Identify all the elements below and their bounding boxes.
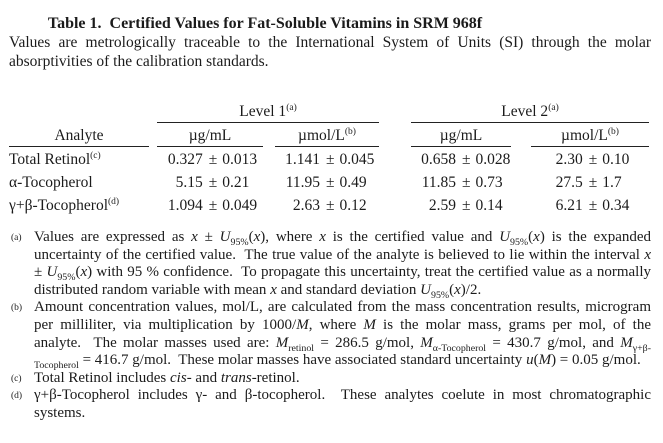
plus-minus: ± [588, 197, 598, 214]
value-cell: 2.30 ±0.10 [555, 151, 630, 168]
spacer [149, 170, 157, 193]
footnote-b-text: Amount concentration values, mol/L, are … [34, 299, 651, 372]
plus-minus: ± [462, 174, 471, 191]
plus-minus: ± [326, 197, 335, 214]
analyte-cell: α-Tocopherol [9, 174, 93, 191]
plus-minus: ± [208, 151, 218, 168]
table-row-alpha-tocopherol: α-Tocopherol 5.15 ±0.21 11.95 ±0.49 11.85 ±… [9, 170, 649, 193]
footnotes-section: (a) Values are expressed as x ± U95%(x),… [9, 229, 651, 423]
footnote-marker-d: (d) [11, 391, 23, 402]
plus-minus: ± [208, 197, 218, 214]
plus-minus: ± [588, 151, 598, 168]
value-cell: 11.85 ±0.73 [421, 174, 503, 191]
unit-header-row: Analyte µg/mL µmol/L(b) µg/mL µmol/L(b) [9, 122, 649, 147]
spacer [379, 147, 411, 171]
value-cell: 2.63 ±0.12 [292, 197, 367, 214]
spacer [511, 123, 531, 147]
footnote-ref-b: (b) [607, 126, 619, 137]
empty-cell [9, 99, 149, 123]
group-label: Level 1 [239, 103, 287, 120]
plus-minus: ± [208, 174, 218, 191]
footnote-b: (b) Amount concentration values, mol/L, … [9, 299, 651, 372]
footnote-ref-d: (d) [108, 196, 120, 207]
spacer [263, 193, 275, 216]
group-header-row: Level 1(a) Level 2(a) [9, 99, 649, 123]
value-cell: 1.094 ±0.049 [167, 197, 258, 214]
analyte-cell: γ+β-Tocopherol(d) [9, 196, 120, 214]
footnote-d: (d) γ+β-Tocopherol includes γ- and β-toc… [9, 387, 651, 422]
spacer [149, 123, 157, 147]
footnote-c-text: Total Retinol includes cis- and trans-re… [34, 369, 300, 386]
footnote-a: (a) Values are expressed as x ± U95%(x),… [9, 229, 652, 301]
plus-minus: ± [326, 151, 335, 168]
certified-values-table: Level 1(a) Level 2(a) Analyte µg/mL µmol… [9, 99, 649, 216]
spacer [149, 193, 157, 216]
footnote-ref-a: (a) [286, 102, 297, 113]
footnote-marker-a: (a) [11, 233, 22, 243]
group-label: Level 2 [501, 103, 549, 120]
spacer [379, 123, 411, 147]
footnote-c: (c) Total Retinol includes cis- and tran… [9, 370, 651, 388]
plus-minus: ± [462, 197, 471, 214]
table-row-gamma-beta-tocopherol: γ+β-Tocopherol(d) 1.094 ±0.049 2.63 ±0.12 … [9, 193, 649, 216]
intro-text: Values are metrologically traceable to t… [9, 34, 651, 70]
footnote-a-text: Values are expressed as x ± U95%(x), whe… [34, 229, 652, 301]
spacer [149, 147, 157, 171]
spacer [149, 99, 157, 123]
value-cell: 11.95 ±0.49 [285, 174, 367, 191]
level-2-group-header: Level 2(a) [411, 99, 649, 123]
plus-minus: ± [326, 174, 335, 191]
footnote-ref-a: (a) [548, 102, 559, 113]
value-cell: 1.141 ±0.045 [285, 151, 375, 168]
analyte-cell: Total Retinol(c) [9, 150, 101, 168]
table-title: Table 1. Certified Values for Fat-Solubl… [47, 15, 483, 32]
spacer [379, 170, 411, 193]
footnote-marker-b: (b) [11, 303, 23, 314]
plus-minus: ± [588, 174, 598, 191]
unit-header-ug-ml-2: µg/mL [411, 122, 511, 147]
value-cell: 5.15 ±0.21 [175, 174, 250, 191]
spacer [379, 193, 411, 216]
table-row-total-retinol: Total Retinol(c) 0.327 ±0.013 1.141 ±0.045… [9, 147, 649, 171]
level-1-group-header: Level 1(a) [157, 99, 379, 123]
analyte-column-header: Analyte [9, 122, 149, 147]
footnote-ref-c: (c) [90, 150, 101, 161]
unit-header-umol-l-2: µmol/L(b) [531, 122, 649, 147]
value-cell: 0.327 ±0.013 [167, 151, 258, 168]
footnote-marker-c: (c) [11, 373, 22, 384]
value-cell: 27.5 ±1.7 [555, 174, 622, 191]
value-cell: 6.21 ±0.34 [555, 197, 630, 214]
spacer [379, 99, 411, 123]
spacer [263, 123, 275, 147]
plus-minus: ± [462, 151, 471, 168]
spacer [263, 170, 275, 193]
value-cell: 2.59 ±0.14 [428, 197, 503, 214]
value-cell: 0.658 ±0.028 [421, 151, 511, 168]
footnote-ref-b: (b) [344, 126, 356, 137]
unit-header-umol-l-1: µmol/L(b) [275, 122, 379, 147]
unit-header-ug-ml-1: µg/mL [157, 122, 263, 147]
footnote-d-text: γ+β-Tocopherol includes γ- and β-tocophe… [34, 387, 651, 421]
spacer [263, 147, 275, 171]
